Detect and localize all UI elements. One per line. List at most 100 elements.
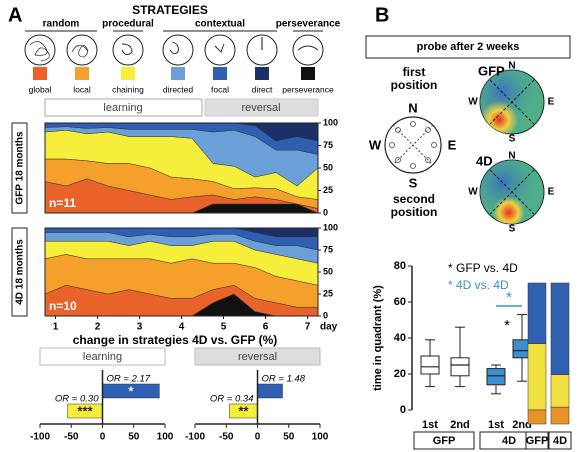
x-axis-title: change in strategies 4D vs. GFP (%) — [73, 333, 278, 347]
panel-label: A — [8, 4, 22, 26]
chart-title: learning — [83, 351, 122, 363]
bar-segment — [551, 407, 569, 424]
x-tick-label: 2 — [95, 322, 101, 333]
x-tick-label: 0 — [255, 432, 261, 443]
compass-label: N — [508, 61, 515, 72]
y-tick-label: 100 — [323, 117, 338, 127]
legend-swatch — [75, 67, 89, 80]
x-tick-label: -50 — [219, 432, 234, 443]
strategy-icons — [25, 35, 323, 65]
heatmap-label: 4D — [476, 153, 493, 168]
compass-label: W — [369, 137, 382, 152]
box — [421, 356, 439, 374]
x-tick-label: 4D — [553, 435, 567, 447]
compass-label: E — [548, 187, 555, 198]
y-tick-label: 0 — [400, 404, 406, 416]
sample-size: n=11 — [49, 196, 76, 210]
y-tick-label: 75 — [323, 244, 333, 254]
bar-segment — [551, 283, 569, 375]
legend-label: focal — [211, 84, 229, 94]
x-tick-label: 50 — [128, 432, 140, 443]
x-tick-label: 4 — [179, 322, 185, 333]
legend-swatch — [171, 67, 185, 80]
side-label: GFP 18 months — [15, 131, 26, 205]
panel-label: B — [375, 4, 389, 26]
compass-label: E — [448, 137, 457, 152]
legend-label: perseverance — [282, 84, 334, 94]
position-label: first position — [384, 66, 444, 92]
box — [487, 369, 505, 385]
position-label: second position — [384, 193, 444, 219]
group-label: contextual — [195, 19, 245, 30]
y-tick-label: 50 — [323, 162, 333, 172]
figure: A STRATEGIES B probe after 2 weeks — [0, 0, 581, 452]
group-label: 4D — [502, 435, 516, 447]
x-tick-label: -50 — [64, 432, 79, 443]
y-tick-label: 25 — [323, 185, 333, 195]
group-label: perseverance — [276, 19, 341, 30]
chart: A STRATEGIES B probe after 2 weeks — [0, 0, 581, 452]
y-tick-label: 40 — [394, 332, 406, 344]
sample-size: n=10 — [49, 299, 77, 313]
legend-label: directed — [163, 84, 194, 94]
x-tick-label: 5 — [221, 322, 227, 333]
y-tick-label: 80 — [394, 260, 406, 272]
x-tick-label: -100 — [30, 432, 50, 443]
bar-segment — [528, 283, 546, 344]
chart-title: reversal — [238, 351, 277, 363]
x-axis-label: day — [320, 322, 338, 333]
compass-label: S — [509, 224, 516, 235]
compass-label: W — [468, 97, 478, 108]
x-tick-label: 2nd — [450, 419, 470, 431]
box — [451, 358, 469, 376]
group-label: procedural — [102, 19, 154, 30]
legend-swatch — [213, 67, 227, 80]
annotation: * 4D vs. 4D — [448, 278, 509, 292]
group-label: random — [43, 19, 80, 30]
x-tick-label: 100 — [157, 432, 174, 443]
significance: ** — [238, 403, 249, 418]
phase-label: learning — [103, 102, 142, 114]
strategies-title: STRATEGIES — [132, 3, 208, 17]
x-tick-label: -100 — [185, 432, 205, 443]
x-tick-label: 100 — [312, 432, 329, 443]
legend-label: direct — [252, 84, 273, 94]
legend-label: local — [73, 84, 91, 94]
heatmap — [480, 160, 544, 224]
y-tick-label: 100 — [323, 222, 338, 232]
compass-label: S — [509, 134, 516, 145]
y-tick-label: 25 — [323, 288, 333, 298]
phase-label: reversal — [241, 102, 280, 114]
significance: * — [504, 317, 510, 334]
significance: * — [506, 289, 512, 306]
legend-label: global — [29, 84, 52, 94]
bar-segment — [528, 410, 546, 424]
y-axis-title: time in quadrant (%) — [372, 285, 384, 391]
x-tick-label: 1st — [488, 419, 504, 431]
legend-swatch — [33, 67, 47, 80]
compass-label: N — [408, 100, 417, 115]
y-tick-label: 0 — [323, 207, 328, 217]
compass-label: S — [409, 175, 418, 190]
x-tick-label: 7 — [305, 322, 311, 333]
legend-label: chaining — [112, 84, 144, 94]
y-tick-label: 0 — [323, 310, 328, 320]
panel-b-title: probe after 2 weeks — [417, 41, 520, 53]
legend-swatch — [301, 67, 315, 80]
group-label: GFP — [433, 435, 456, 447]
x-tick-label: 1st — [422, 419, 438, 431]
compass-diagram — [385, 117, 441, 173]
x-tick-label: 6 — [263, 322, 269, 333]
y-tick-label: 50 — [323, 266, 333, 276]
bar-segment — [551, 375, 569, 407]
compass-label: N — [508, 151, 515, 162]
heatmap — [480, 70, 544, 134]
x-tick-label: 50 — [283, 432, 295, 443]
bar-segment — [528, 344, 546, 410]
x-tick-label: 0 — [100, 432, 106, 443]
compass-label: E — [548, 97, 555, 108]
x-tick-label: 1 — [53, 322, 59, 333]
compass-label: W — [468, 187, 478, 198]
bar — [258, 384, 283, 398]
y-tick-label: 60 — [394, 296, 406, 308]
